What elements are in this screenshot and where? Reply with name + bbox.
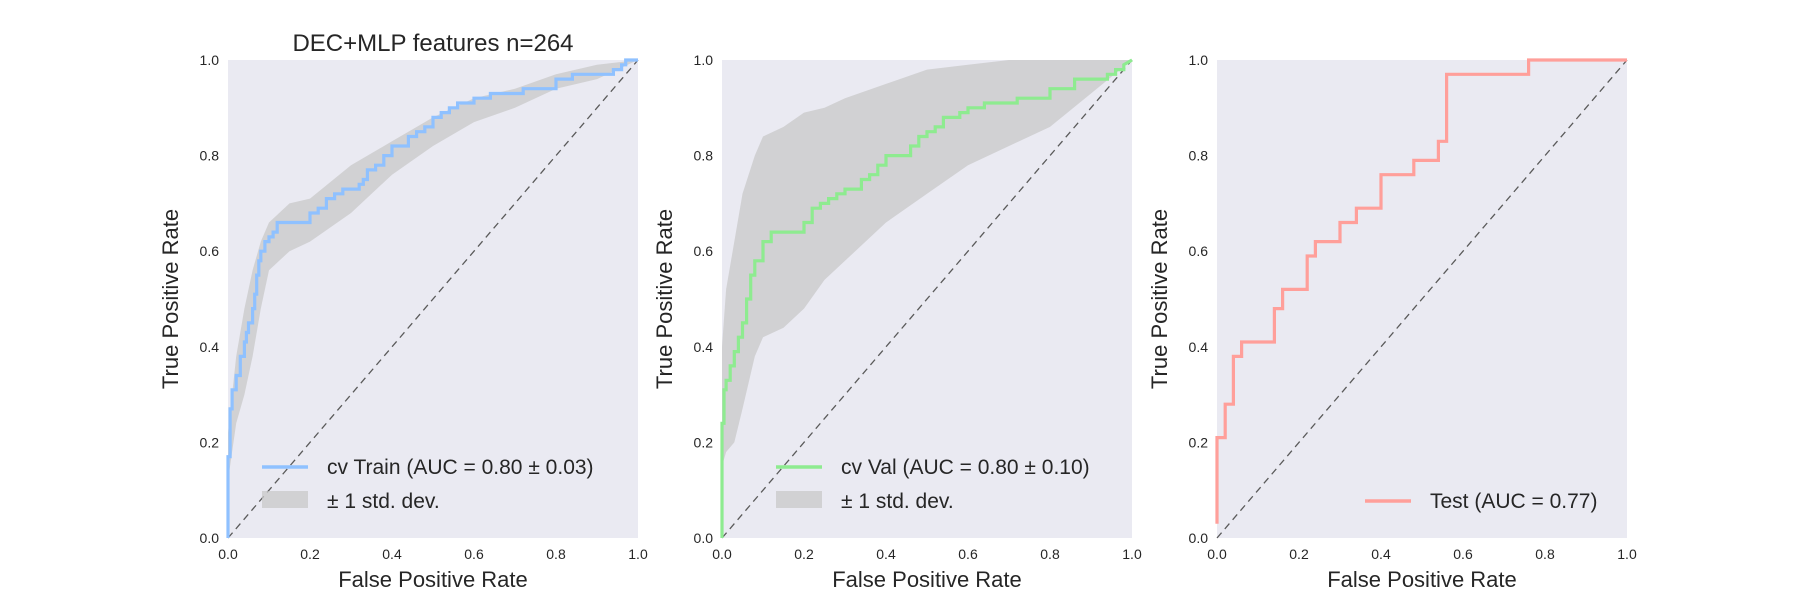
legend-band-swatch	[262, 491, 308, 508]
y-tick-label: 0.4	[200, 339, 220, 355]
y-tick-label: 0.0	[694, 530, 714, 546]
legend: cv Val (AUC = 0.80 ± 0.10) ± 1 std. dev.	[776, 456, 1090, 513]
x-tick-label: 0.2	[300, 546, 320, 562]
y-tick-label: 0.4	[694, 339, 714, 355]
legend-band-label: ± 1 std. dev.	[327, 490, 440, 513]
chance-diagonal	[721, 59, 1133, 539]
x-tick-label: 0.0	[712, 546, 732, 562]
y-axis-label: True Positive Rate	[158, 209, 183, 389]
roc-curve-line	[720, 58, 1133, 538]
std-dev-band	[228, 60, 638, 481]
legend-label: Test (AUC = 0.77)	[1430, 490, 1597, 513]
x-tick-label: 0.4	[876, 546, 896, 562]
x-tick-label: 0.2	[1289, 546, 1309, 562]
y-tick-label: 0.6	[200, 243, 220, 259]
x-tick-label: 0.6	[958, 546, 978, 562]
y-tick-label: 1.0	[694, 52, 714, 68]
legend-label: cv Val (AUC = 0.80 ± 0.10)	[841, 456, 1090, 479]
y-tick-label: 0.2	[200, 434, 220, 450]
y-tick-label: 0.6	[1189, 243, 1209, 259]
x-tick-label: 0.8	[546, 546, 566, 562]
chance-diagonal	[1216, 59, 1628, 539]
x-tick-label: 0.0	[1207, 546, 1227, 562]
y-tick-label: 0.6	[694, 243, 714, 259]
x-tick-label: 0.4	[382, 546, 402, 562]
chance-diagonal	[227, 59, 639, 539]
x-tick-label: 1.0	[628, 546, 648, 562]
x-tick-label: 0.8	[1040, 546, 1060, 562]
x-tick-label: 0.8	[1535, 546, 1555, 562]
legend: cv Train (AUC = 0.80 ± 0.03) ± 1 std. dev…	[262, 456, 594, 513]
x-tick-label: 0.2	[794, 546, 814, 562]
roc-panel-train: 0.0 0.2 0.4 0.6 0.8 1.0 0.0 0.2 0.4 0.6 0.8 1.0 Fals…	[158, 30, 648, 592]
y-tick-label: 0.8	[694, 148, 714, 164]
x-tick-label: 0.4	[1371, 546, 1391, 562]
x-axis-label: False Positive Rate	[832, 567, 1022, 592]
x-tick-label: 0.6	[464, 546, 484, 562]
legend-band-swatch	[776, 491, 822, 508]
legend-band-label: ± 1 std. dev.	[841, 490, 954, 513]
y-tick-label: 0.4	[1189, 339, 1209, 355]
roc-curve-line	[226, 58, 638, 538]
x-axis-label: False Positive Rate	[1327, 567, 1517, 592]
roc-panel-val: 0.0 0.2 0.4 0.6 0.8 1.0 0.0 0.2 0.4 0.6 0.8 1.0 Fals…	[652, 52, 1142, 592]
legend-label: cv Train (AUC = 0.80 ± 0.03)	[327, 456, 594, 479]
y-tick-label: 0.2	[1189, 434, 1209, 450]
chart-title: DEC+MLP features n=264	[292, 30, 573, 57]
roc-panel-test: 0.0 0.2 0.4 0.6 0.8 1.0 0.0 0.2 0.4 0.6 0.8 1.0 Fals…	[1147, 52, 1637, 592]
y-tick-label: 0.8	[200, 148, 220, 164]
y-tick-label: 1.0	[200, 52, 220, 68]
x-tick-label: 0.0	[218, 546, 238, 562]
y-tick-label: 0.0	[200, 530, 220, 546]
y-axis-label: True Positive Rate	[1147, 209, 1172, 389]
x-axis-label: False Positive Rate	[338, 567, 528, 592]
roc-curve-line	[1215, 58, 1627, 524]
std-dev-band	[722, 60, 1132, 467]
y-tick-label: 0.0	[1189, 530, 1209, 546]
y-tick-label: 0.8	[1189, 148, 1209, 164]
y-axis-label: True Positive Rate	[652, 209, 677, 389]
x-tick-label: 0.6	[1453, 546, 1473, 562]
x-tick-label: 1.0	[1122, 546, 1142, 562]
y-tick-label: 0.2	[694, 434, 714, 450]
x-tick-label: 1.0	[1617, 546, 1637, 562]
legend: Test (AUC = 0.77)	[1365, 490, 1597, 513]
y-tick-label: 1.0	[1189, 52, 1209, 68]
